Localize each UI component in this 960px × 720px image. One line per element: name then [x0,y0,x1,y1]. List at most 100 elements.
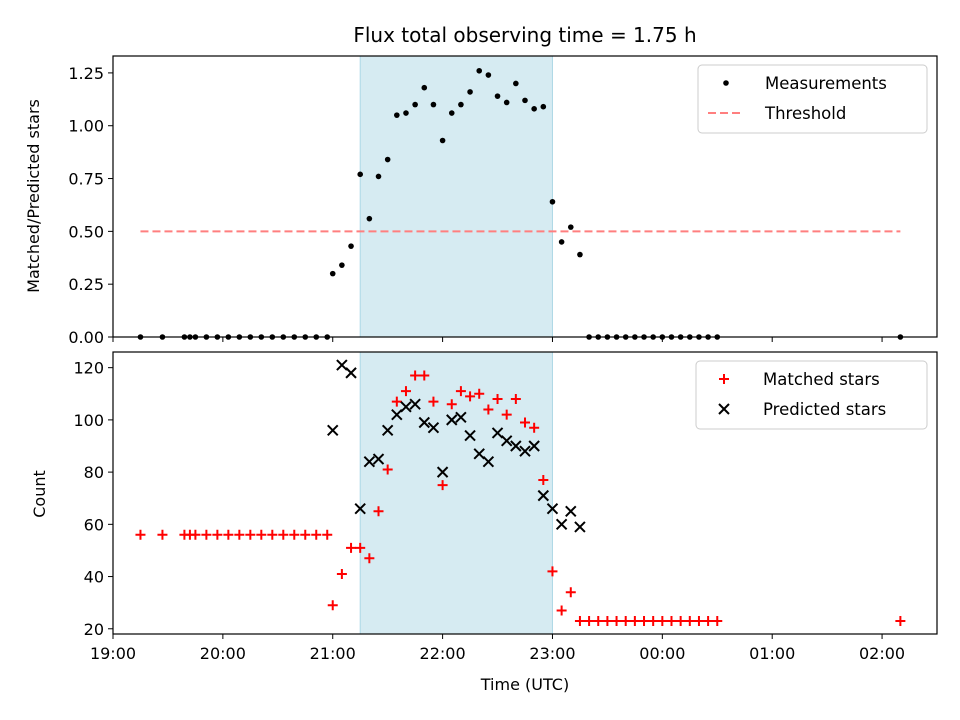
matched-star-point [648,615,659,626]
matched-star-point [675,615,686,626]
measurement-point [339,262,345,268]
matched-star-point [556,605,567,616]
measurement-point [366,215,373,222]
measurement-point [458,101,464,108]
predicted-star-point [546,502,559,515]
matched-star-point [492,394,503,404]
legend-label: Measurements [765,74,887,93]
axes-frame [112,55,938,338]
predicted-star-point [482,455,495,468]
measurement-point [394,112,400,118]
axes-frame [112,351,938,635]
x-tick-label: 23:00 [529,644,575,663]
measurement-point [403,110,409,116]
measurement-point [348,243,354,249]
matched-star-point [135,529,146,540]
matched-star-point [565,587,576,598]
matched-star-point [410,370,421,381]
predicted-star-point [574,521,586,533]
matched-star-point [382,464,393,475]
measurement-point [531,106,537,112]
x-tick-label: 02:00 [859,644,905,663]
predicted-star-point [519,445,531,457]
measurement-point [503,99,510,106]
measurement-point [577,251,583,258]
matched-star-point [684,615,695,626]
matched-star-point [703,615,714,626]
predicted-star-point [491,427,504,439]
predicted-star-point [409,398,421,410]
matched-star-point [245,529,256,540]
y-tick-label: 60 [84,515,104,534]
predicted-star-point [418,416,430,429]
matched-star-point [212,529,223,540]
matched-star-point [391,396,402,407]
predicted-star-point [528,440,540,452]
y-tick-label: 100 [73,411,104,430]
shaded-span [360,56,553,337]
predicted-star-point [446,414,458,426]
measurement-point [549,198,556,205]
matched-star-point [256,529,267,540]
predicted-star-point [436,466,449,478]
predicted-star-point [537,489,550,502]
counts-panel: 19:00 20:00 21:00 22:00 23:00 00:00 01:00 02:00… [73,351,938,663]
legend-label: Threshold [764,104,846,123]
predicted-star-point [510,440,522,452]
matched-star-point [574,615,585,626]
predicted-star-point [363,455,376,468]
x-tick-label: 01:00 [749,644,795,663]
matched-star-point [620,615,631,626]
matched-star-point [510,394,521,404]
matched-star-point [446,399,457,410]
measurement-point [439,137,446,144]
legend-box [697,64,928,134]
matched-star-point [289,529,300,540]
matched-star-point [419,370,430,381]
x-axis-label: Time (UTC) [480,675,569,694]
matched-star-point [201,529,212,540]
x-tick-label: 22:00 [420,644,466,663]
matched-star-point [666,615,677,626]
measurement-point [448,110,455,116]
matched-star-point [629,615,640,626]
matched-star-point [639,615,650,626]
matched-star-point [474,388,485,399]
matched-star-point [693,615,704,626]
matched-star-point [327,600,338,611]
predicted-star-point [464,429,476,442]
predicted-star-point [565,505,577,517]
matched-star-point [455,386,466,397]
matched-star-point [657,615,668,626]
predicted-star-point [473,448,485,460]
matched-star-point [501,409,512,420]
matched-star-point [267,529,278,540]
matched-star-point [157,529,168,540]
matched-star-point [465,391,476,402]
measurement-point [329,270,336,277]
measurement-point [421,84,428,91]
matched-star-point [190,529,201,540]
matched-star-point [311,529,322,540]
predicted-star-point [400,401,412,413]
measurement-point [412,101,418,108]
legend-label: Matched stars [763,370,880,389]
x-tick-label: 20:00 [200,644,246,663]
predicted-star-point [555,518,568,531]
measurement-point [494,93,501,99]
predicted-star-point [336,359,348,371]
matched-star-point [223,529,234,540]
legend-measurement-swatch [723,80,729,86]
matched-star-point [483,404,494,415]
legend-box [695,360,928,430]
x-tick-label: 21:00 [310,644,356,663]
measurement-point [558,239,565,245]
matched-star-point [611,615,622,626]
y-tick-label: 0.25 [68,275,104,294]
matched-star-point [300,529,311,540]
y-axis-label-bottom: Count [30,470,49,518]
matched-star-point [278,529,289,540]
y-tick-label: 80 [84,463,104,482]
measurement-point [476,67,483,74]
matched-star-point [712,615,723,626]
